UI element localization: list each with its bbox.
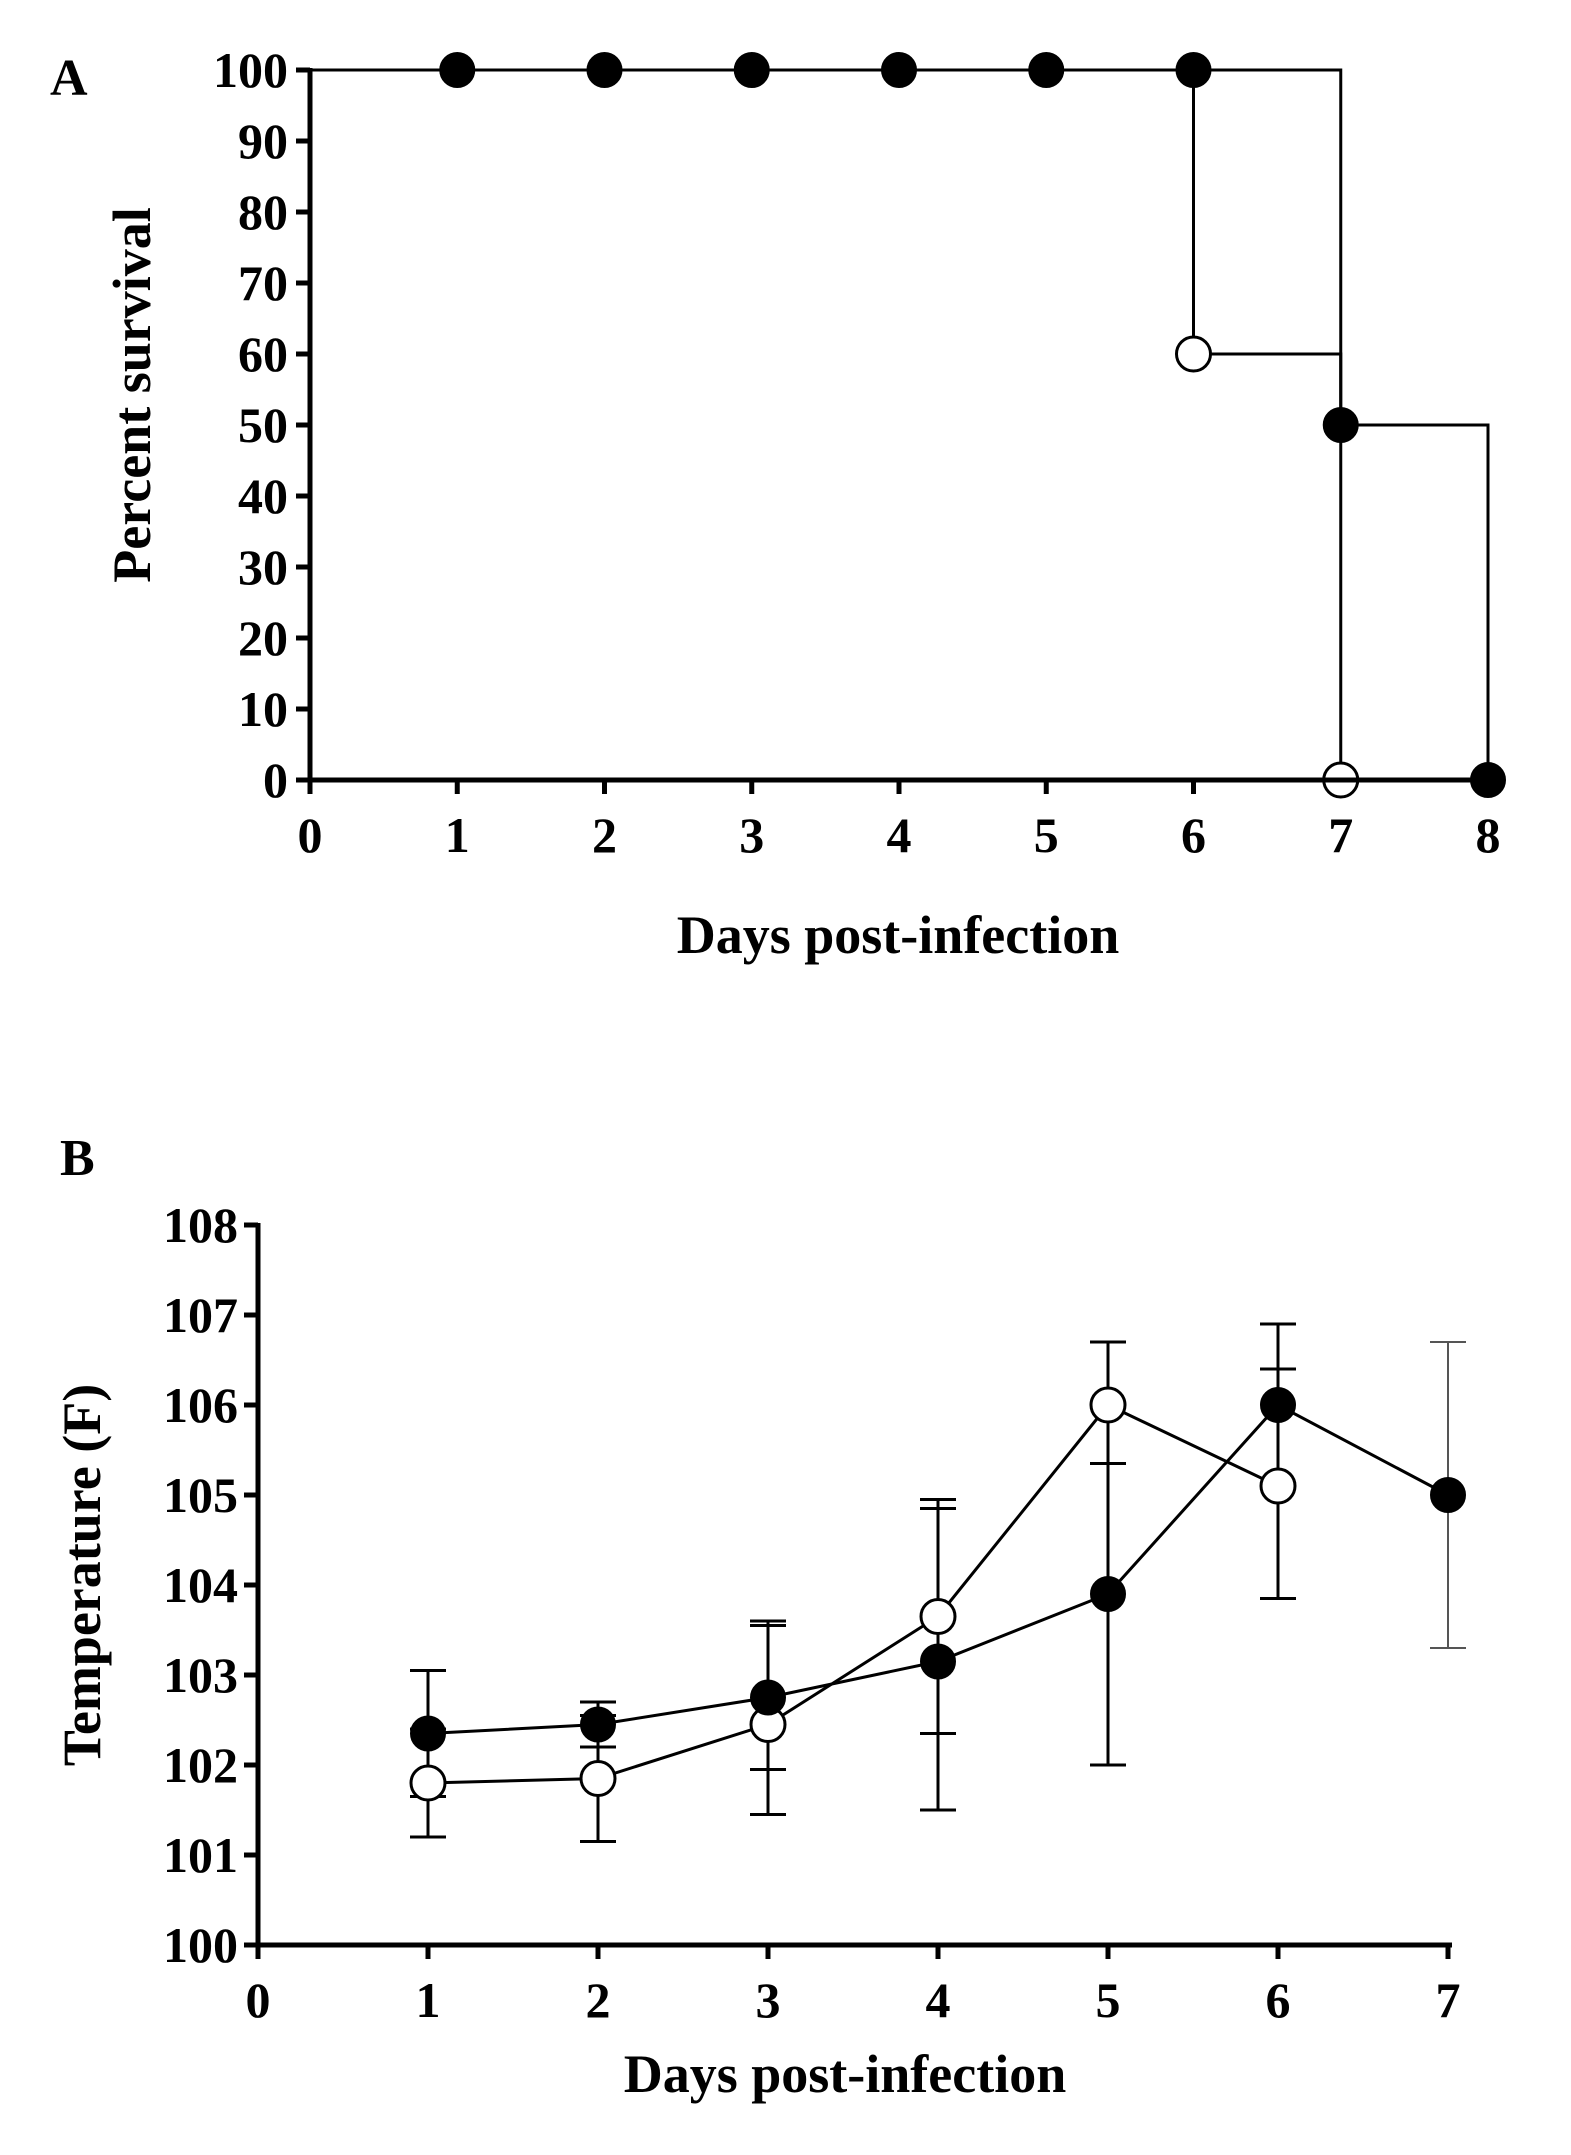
y-tick-label-b: 104 xyxy=(163,1557,238,1613)
temperature-point-open xyxy=(919,1598,957,1635)
x-axis-title-a: Days post-infection xyxy=(677,905,1120,965)
y-axis-title-a: Percent survival xyxy=(102,207,162,582)
survival-point-open xyxy=(1175,335,1212,373)
temperature-point-open xyxy=(1259,1467,1297,1505)
y-tick-label-a: 60 xyxy=(238,326,288,382)
x-tick-label-b: 1 xyxy=(416,1972,441,2028)
y-tick-label-a: 10 xyxy=(238,681,288,737)
temperature-point-open xyxy=(409,1764,447,1802)
y-tick-label-b: 101 xyxy=(163,1827,238,1883)
y-tick-label-a: 0 xyxy=(263,752,288,808)
survival-point-filled xyxy=(1322,407,1359,443)
y-tick-label-a: 20 xyxy=(238,610,288,666)
x-tick-label-b: 2 xyxy=(586,1972,611,2028)
y-tick-label-b: 106 xyxy=(163,1377,238,1433)
temperature-line-open xyxy=(427,1403,1279,1785)
panel-label-a: A xyxy=(50,50,88,107)
temperature-point-filled xyxy=(580,1706,616,1743)
y-tick-label-b: 103 xyxy=(163,1647,238,1703)
survival-curve-open xyxy=(310,68,1343,780)
survival-point-filled xyxy=(1028,52,1065,88)
x-tick-label-a: 7 xyxy=(1328,807,1353,863)
x-tick-label-a: 8 xyxy=(1476,807,1501,863)
axes-b xyxy=(255,1223,1452,1948)
x-tick-label-a: 5 xyxy=(1034,807,1059,863)
x-axis-title-b: Days post-infection xyxy=(624,2044,1067,2104)
temperature-point-filled xyxy=(410,1715,446,1752)
survival-curve-filled xyxy=(310,68,1490,780)
x-tick-label-a: 6 xyxy=(1181,807,1206,863)
temperature-point-filled xyxy=(920,1643,956,1680)
y-tick-label-a: 40 xyxy=(238,468,288,524)
y-tick-label-a: 90 xyxy=(238,113,288,169)
y-tick-label-b: 108 xyxy=(163,1197,238,1253)
survival-point-filled xyxy=(733,52,770,88)
temperature-point-filled xyxy=(1090,1576,1126,1612)
y-tick-label-b: 107 xyxy=(163,1287,238,1343)
x-tick-label-a: 3 xyxy=(739,807,764,863)
survival-point-filled xyxy=(1175,52,1212,88)
x-tick-label-b: 0 xyxy=(246,1972,271,2028)
x-tick-label-b: 4 xyxy=(926,1972,951,2028)
survival-point-filled xyxy=(586,52,623,88)
y-tick-label-b: 100 xyxy=(163,1917,238,1973)
y-tick-label-b: 102 xyxy=(163,1737,238,1793)
survival-point-filled xyxy=(439,52,476,88)
y-tick-label-a: 30 xyxy=(238,539,288,595)
temperature-point-filled xyxy=(1430,1477,1466,1513)
panel-label-b: B xyxy=(60,1130,95,1187)
temperature-point-open xyxy=(579,1760,617,1797)
y-tick-label-a: 80 xyxy=(238,184,288,240)
y-tick-label-a: 50 xyxy=(238,397,288,453)
temperature-chart-panel-b: B 100 101 102 103 104 105 106 107 108 0 1 2 3 4 5 6 7 Te… xyxy=(52,1130,1466,2104)
x-tick-label-b: 6 xyxy=(1266,1972,1291,2028)
x-tick-label-b: 3 xyxy=(756,1972,781,2028)
survival-chart-panel-a: A 0 10 20 30 40 50 60 70 80 90 100 0 1 2 3 4 5 6 7 8 Percen… xyxy=(50,42,1506,965)
x-tick-label-a: 0 xyxy=(298,807,323,863)
survival-point-filled xyxy=(881,52,917,88)
x-tick-label-b: 7 xyxy=(1436,1972,1461,2028)
x-tick-label-a: 1 xyxy=(445,807,470,863)
y-axis-title-b: Temperature (F) xyxy=(52,1384,112,1766)
y-tick-label-a: 100 xyxy=(213,42,288,98)
y-tick-label-b: 105 xyxy=(163,1467,238,1523)
x-tick-label-b: 5 xyxy=(1096,1972,1121,2028)
temperature-point-filled xyxy=(1260,1387,1296,1423)
temperature-point-filled xyxy=(750,1679,786,1716)
temperature-point-open xyxy=(1089,1386,1127,1424)
x-tick-label-a: 4 xyxy=(887,807,912,863)
y-tick-label-a: 70 xyxy=(238,255,288,311)
axes-a xyxy=(307,68,1500,783)
x-tick-label-a: 2 xyxy=(592,807,617,863)
